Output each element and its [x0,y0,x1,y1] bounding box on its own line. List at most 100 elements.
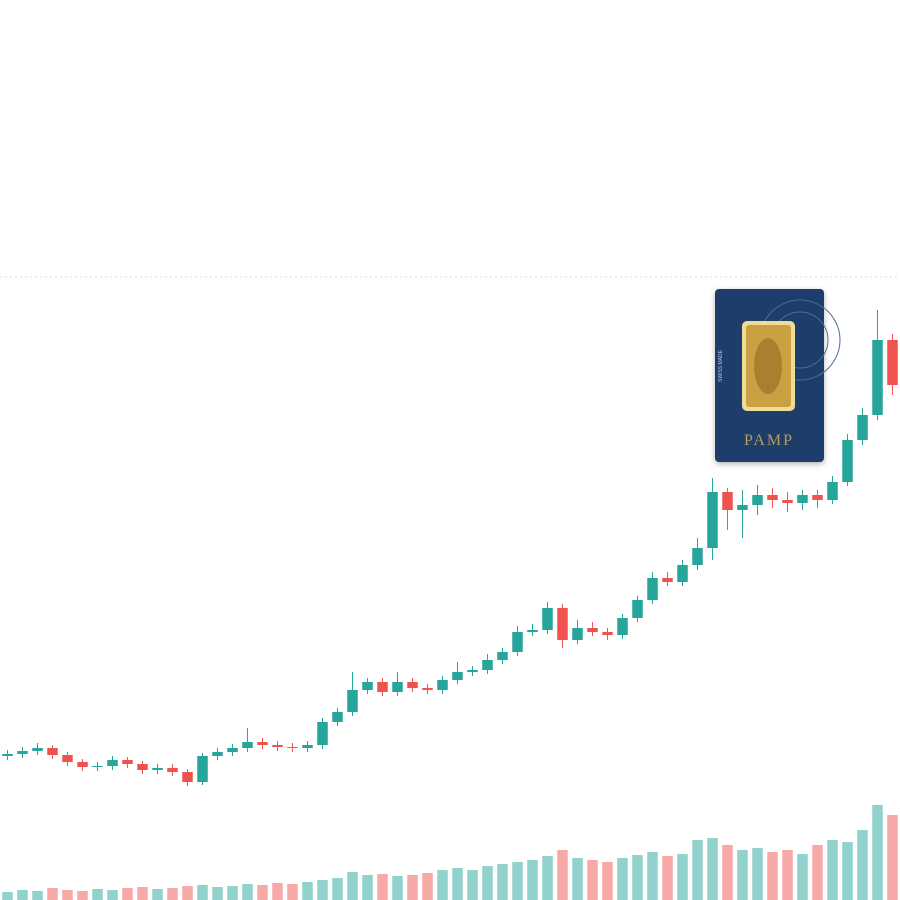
volume-bar [797,854,808,900]
volume-bar [827,840,838,900]
volume-bar [572,858,583,900]
candle-body [542,608,553,630]
candle-body [452,672,463,680]
candle-body [512,632,523,652]
volume-bar [527,860,538,900]
candle-body [167,768,178,772]
volume-bar [287,884,298,900]
candle-body [227,748,238,752]
candle-body [887,340,898,385]
volume-bar [242,884,253,900]
candle-body [212,752,223,756]
candle-body [737,505,748,510]
volume-bar [62,890,73,900]
volume-bar [92,889,103,900]
volume-bar [542,856,553,900]
candle-body [392,682,403,692]
volume-bar [347,872,358,900]
volume-bar [167,888,178,900]
candle-body [722,492,733,510]
candle-body [2,754,13,756]
volume-bar [137,887,148,900]
volume-bar [617,858,628,900]
candle-body [272,745,283,747]
volume-bar [182,886,193,900]
candle-body [797,495,808,503]
volume-bar [722,845,733,900]
candle-body [257,742,268,745]
candle-body [62,755,73,762]
candle-body [122,760,133,764]
volume-bar [707,838,718,900]
candle-body [707,492,718,548]
volume-pane [2,805,898,900]
volume-bar [887,815,898,900]
candle-body [377,682,388,692]
candle-body [242,742,253,748]
volume-bar [392,876,403,900]
candle-body [152,768,163,770]
volume-bar [2,892,13,900]
candle-body [842,440,853,482]
volume-bar [122,888,133,900]
candle-body [827,482,838,500]
volume-bar [332,878,343,900]
candle-body [17,751,28,754]
candle-body [332,712,343,722]
candle-body [647,578,658,600]
candle-body [872,340,883,415]
volume-bar [302,882,313,900]
candle-body [812,495,823,500]
candle-body [137,764,148,770]
candle-body [287,747,298,748]
volume-bar [767,852,778,900]
figure [754,338,782,394]
gold-bar-image: SWISS MADE PAMP [715,289,841,462]
candle-body [482,660,493,670]
volume-bar [407,875,418,900]
volume-bar [812,845,823,900]
volume-bar [857,830,868,900]
candle-body [632,600,643,618]
volume-bar [422,873,433,900]
candle-body [752,495,763,505]
candle-body [437,680,448,690]
volume-bar [227,886,238,900]
volume-bar [467,870,478,900]
candle-body [362,682,373,690]
candle-body [347,690,358,712]
candle-body [407,682,418,688]
candle-body [32,748,43,751]
volume-bar [437,870,448,900]
volume-bar [212,887,223,900]
volume-bar [32,891,43,900]
brand-text: PAMP [744,432,794,449]
candle-body [92,766,103,767]
volume-bar [647,852,658,900]
candle-body [467,670,478,672]
candle-body [617,618,628,635]
volume-bar [842,842,853,900]
candle-body [572,628,583,640]
volume-bar [752,848,763,900]
candle-body [677,565,688,582]
price-pane [2,310,898,786]
candle-body [767,495,778,500]
candle-body [197,756,208,782]
candle-body [782,500,793,503]
candle-body [692,548,703,565]
volume-bar [452,868,463,900]
candle-body [857,415,868,440]
volume-bar [632,855,643,900]
volume-bar [497,864,508,900]
volume-bar [107,890,118,900]
volume-bar [737,850,748,900]
volume-bar [197,885,208,900]
volume-bar [47,888,58,900]
candle-body [587,628,598,632]
volume-bar [377,874,388,900]
candle-body [317,722,328,745]
candle-body [422,688,433,690]
